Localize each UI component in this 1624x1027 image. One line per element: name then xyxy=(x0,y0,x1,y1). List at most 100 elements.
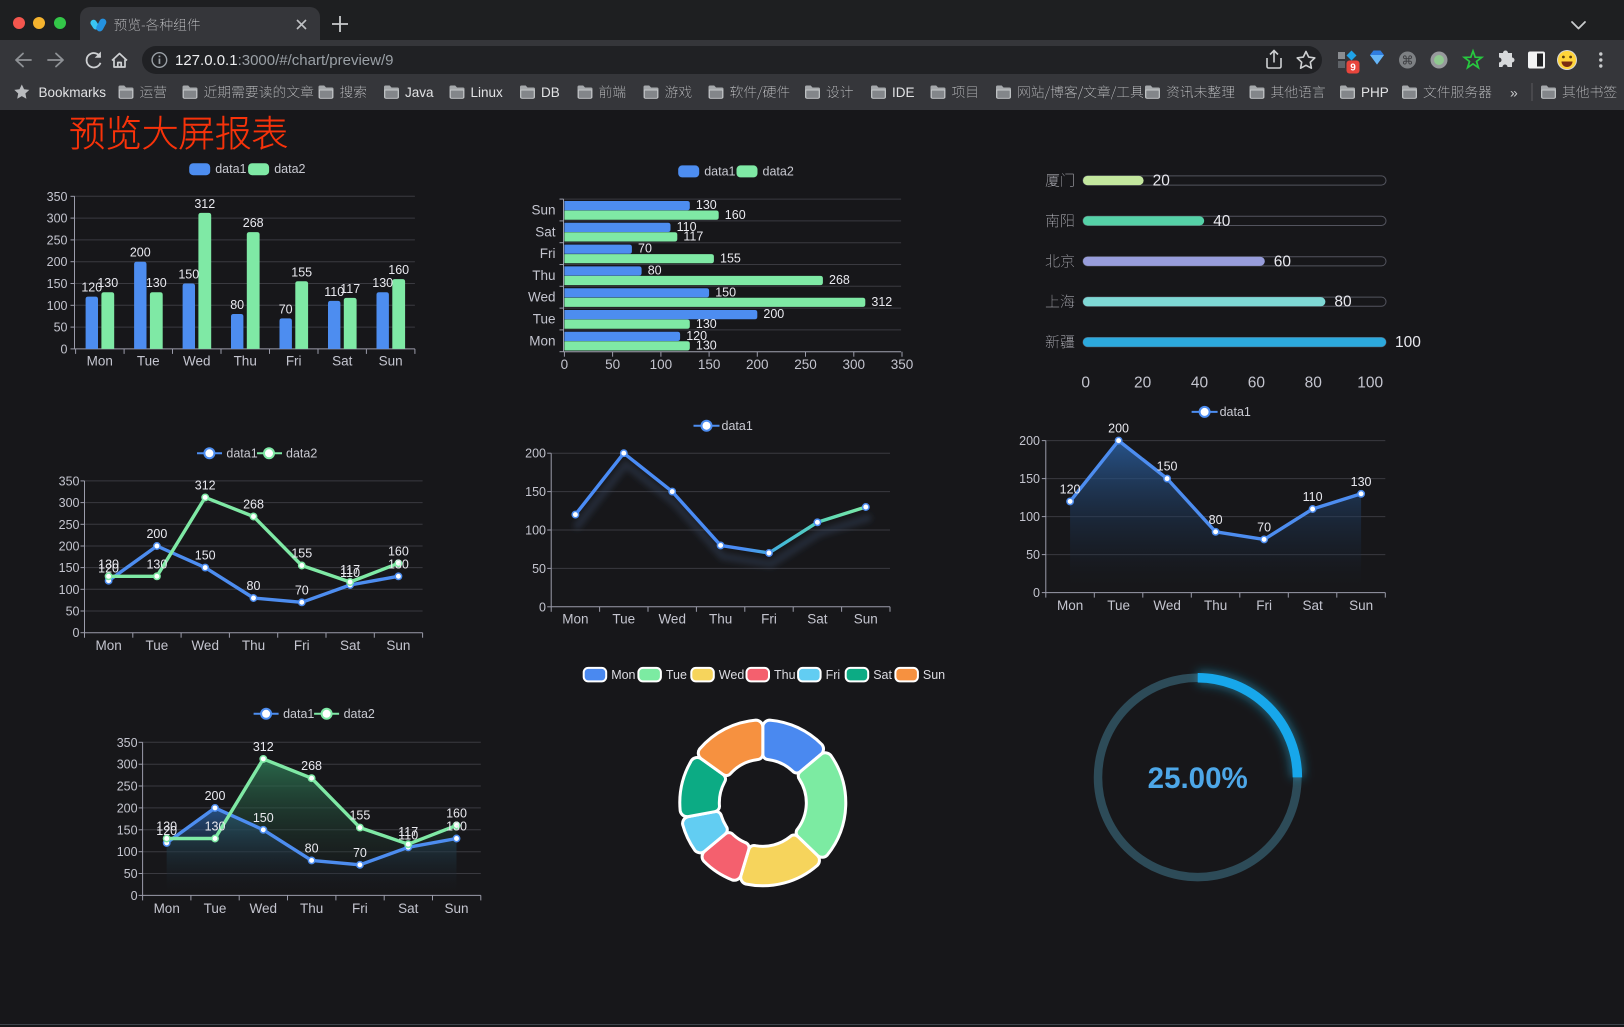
svg-text:80: 80 xyxy=(230,298,244,312)
svg-text:data1: data1 xyxy=(704,164,735,178)
svg-text:130: 130 xyxy=(156,820,177,834)
svg-text:120: 120 xyxy=(156,824,177,838)
svg-text:0: 0 xyxy=(561,357,569,372)
svg-text:70: 70 xyxy=(638,242,652,256)
svg-text:110: 110 xyxy=(398,828,418,842)
svg-text:Sun: Sun xyxy=(923,668,945,682)
svg-text:155: 155 xyxy=(291,547,312,561)
svg-text:200: 200 xyxy=(146,527,167,541)
svg-text:120: 120 xyxy=(686,329,707,343)
svg-text:Wed: Wed xyxy=(658,611,686,626)
svg-text:130: 130 xyxy=(446,820,467,834)
svg-text:100: 100 xyxy=(525,524,546,538)
svg-text:40: 40 xyxy=(1213,213,1231,230)
svg-text:120: 120 xyxy=(1060,482,1081,496)
svg-text:300: 300 xyxy=(47,212,68,226)
svg-text:50: 50 xyxy=(54,321,68,335)
svg-text:80: 80 xyxy=(1305,375,1323,392)
svg-text:Thu: Thu xyxy=(1204,598,1227,613)
svg-text:150: 150 xyxy=(698,357,721,372)
svg-text:80: 80 xyxy=(648,264,662,278)
svg-text:130: 130 xyxy=(146,557,167,571)
svg-text:130: 130 xyxy=(97,276,118,290)
svg-text:130: 130 xyxy=(98,557,119,571)
svg-text:150: 150 xyxy=(715,285,736,299)
svg-text:PHP: PHP xyxy=(1361,85,1389,100)
svg-text:70: 70 xyxy=(353,846,367,860)
svg-text:130: 130 xyxy=(205,820,226,834)
svg-text:130: 130 xyxy=(146,276,167,290)
svg-text:DB: DB xyxy=(541,85,560,100)
svg-text:0: 0 xyxy=(73,626,80,640)
svg-text:Sun: Sun xyxy=(379,354,403,369)
svg-text:155: 155 xyxy=(349,809,370,823)
svg-text:250: 250 xyxy=(59,518,80,532)
svg-text:268: 268 xyxy=(301,759,322,773)
svg-text:100: 100 xyxy=(1395,334,1421,351)
svg-text:data2: data2 xyxy=(274,162,305,176)
svg-text:130: 130 xyxy=(1351,475,1372,489)
svg-text:20: 20 xyxy=(1134,375,1152,392)
svg-text:100: 100 xyxy=(1357,375,1383,392)
svg-text:Sun: Sun xyxy=(386,638,410,653)
svg-text:Wed: Wed xyxy=(1153,598,1181,613)
svg-text:130: 130 xyxy=(388,557,409,571)
svg-text:117: 117 xyxy=(398,825,418,839)
svg-text:350: 350 xyxy=(117,736,138,750)
svg-text:Bookmarks: Bookmarks xyxy=(39,85,107,100)
svg-text:»: » xyxy=(1510,85,1518,101)
svg-text:312: 312 xyxy=(195,478,216,492)
svg-text:Tue: Tue xyxy=(533,312,556,327)
svg-text:130: 130 xyxy=(372,276,393,290)
svg-text:data1: data1 xyxy=(722,419,753,433)
svg-text:50: 50 xyxy=(66,605,80,619)
svg-text:312: 312 xyxy=(871,295,892,309)
svg-text:150: 150 xyxy=(253,811,274,825)
svg-text:200: 200 xyxy=(1019,434,1040,448)
svg-text:Thu: Thu xyxy=(532,268,555,283)
svg-text:268: 268 xyxy=(829,273,850,287)
svg-text:150: 150 xyxy=(117,823,138,837)
svg-text:300: 300 xyxy=(843,357,866,372)
svg-text:Thu: Thu xyxy=(234,354,257,369)
svg-text:250: 250 xyxy=(47,233,68,247)
svg-text:Sat: Sat xyxy=(398,901,419,916)
svg-text:Sun: Sun xyxy=(444,901,468,916)
svg-text:9: 9 xyxy=(1350,63,1356,74)
svg-text:Tue: Tue xyxy=(666,668,687,682)
svg-text:Mon: Mon xyxy=(611,668,635,682)
svg-text:Wed: Wed xyxy=(250,901,278,916)
svg-text:70: 70 xyxy=(279,302,293,316)
svg-text:Tue: Tue xyxy=(146,638,169,653)
svg-text:268: 268 xyxy=(243,216,264,230)
svg-text:data1: data1 xyxy=(1220,405,1251,419)
svg-text:Mon: Mon xyxy=(1057,598,1083,613)
svg-text:Mon: Mon xyxy=(95,638,121,653)
svg-text:0: 0 xyxy=(1081,375,1090,392)
svg-text:160: 160 xyxy=(725,208,746,222)
svg-text:Sun: Sun xyxy=(1349,598,1373,613)
svg-text:Mon: Mon xyxy=(154,901,180,916)
svg-text:110: 110 xyxy=(340,566,360,580)
svg-text:200: 200 xyxy=(746,357,769,372)
svg-text:Sat: Sat xyxy=(535,224,556,239)
svg-text:Thu: Thu xyxy=(242,638,265,653)
svg-text:Fri: Fri xyxy=(294,638,310,653)
svg-text:Wed: Wed xyxy=(719,668,745,682)
svg-text:0: 0 xyxy=(539,600,546,614)
svg-text:Fri: Fri xyxy=(1256,598,1272,613)
svg-text:data2: data2 xyxy=(763,164,794,178)
svg-text:200: 200 xyxy=(47,255,68,269)
svg-text:350: 350 xyxy=(891,357,914,372)
svg-text:data2: data2 xyxy=(344,707,375,721)
svg-text:Tue: Tue xyxy=(1107,598,1130,613)
svg-text:100: 100 xyxy=(117,845,138,859)
svg-text:200: 200 xyxy=(525,447,546,461)
svg-text:Sun: Sun xyxy=(531,203,555,218)
svg-text:100: 100 xyxy=(59,583,80,597)
svg-text:150: 150 xyxy=(178,268,199,282)
svg-text:250: 250 xyxy=(794,357,817,372)
svg-text:Mon: Mon xyxy=(562,611,588,626)
svg-text:150: 150 xyxy=(1019,472,1040,486)
svg-text:Linux: Linux xyxy=(471,85,504,100)
